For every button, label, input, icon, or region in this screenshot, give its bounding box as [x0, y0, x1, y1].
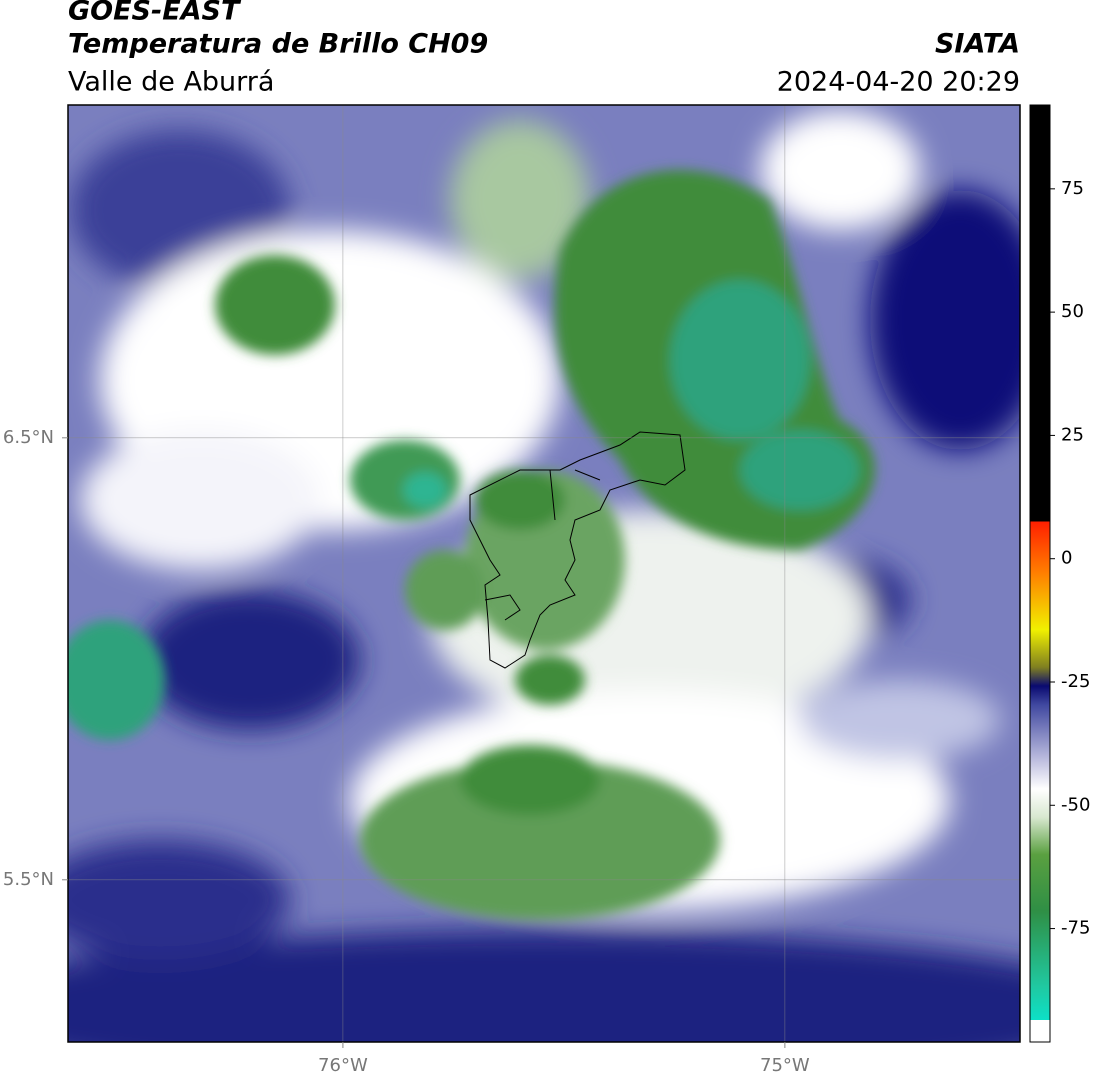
colorbar-tick-label: -75 — [1061, 918, 1090, 939]
title: GOES-EAST — [68, 0, 242, 27]
region: Valle de Aburrá — [68, 67, 274, 98]
x-tick-label: 76°W — [318, 1055, 368, 1076]
graticule — [68, 105, 1020, 1042]
colorbar-tick-label: 25 — [1061, 424, 1084, 445]
colorbar-tick-label: 0 — [1061, 548, 1072, 569]
colorbar-tick-label: 75 — [1061, 178, 1084, 199]
colorbar-tick-label: 50 — [1061, 301, 1084, 322]
subtitle: Temperatura de Brillo CH09 — [68, 29, 488, 60]
y-tick-label: 5.5°N — [3, 869, 54, 890]
colorbar-under — [1030, 1020, 1050, 1042]
satellite-image — [68, 105, 1020, 1042]
colorbar-frame — [1029, 104, 1051, 1043]
x-tick-label: 75°W — [760, 1055, 810, 1076]
colorbar-tick-label: -25 — [1061, 671, 1090, 692]
colorbar-tick-label: -50 — [1061, 794, 1090, 815]
datetime: 2024-04-20 20:29 — [777, 67, 1020, 98]
y-tick-label: 6.5°N — [3, 427, 54, 448]
source: SIATA — [935, 29, 1020, 60]
valley-boundary — [469, 431, 686, 669]
map-frame — [67, 104, 1021, 1043]
colorbar — [1030, 105, 1050, 1042]
